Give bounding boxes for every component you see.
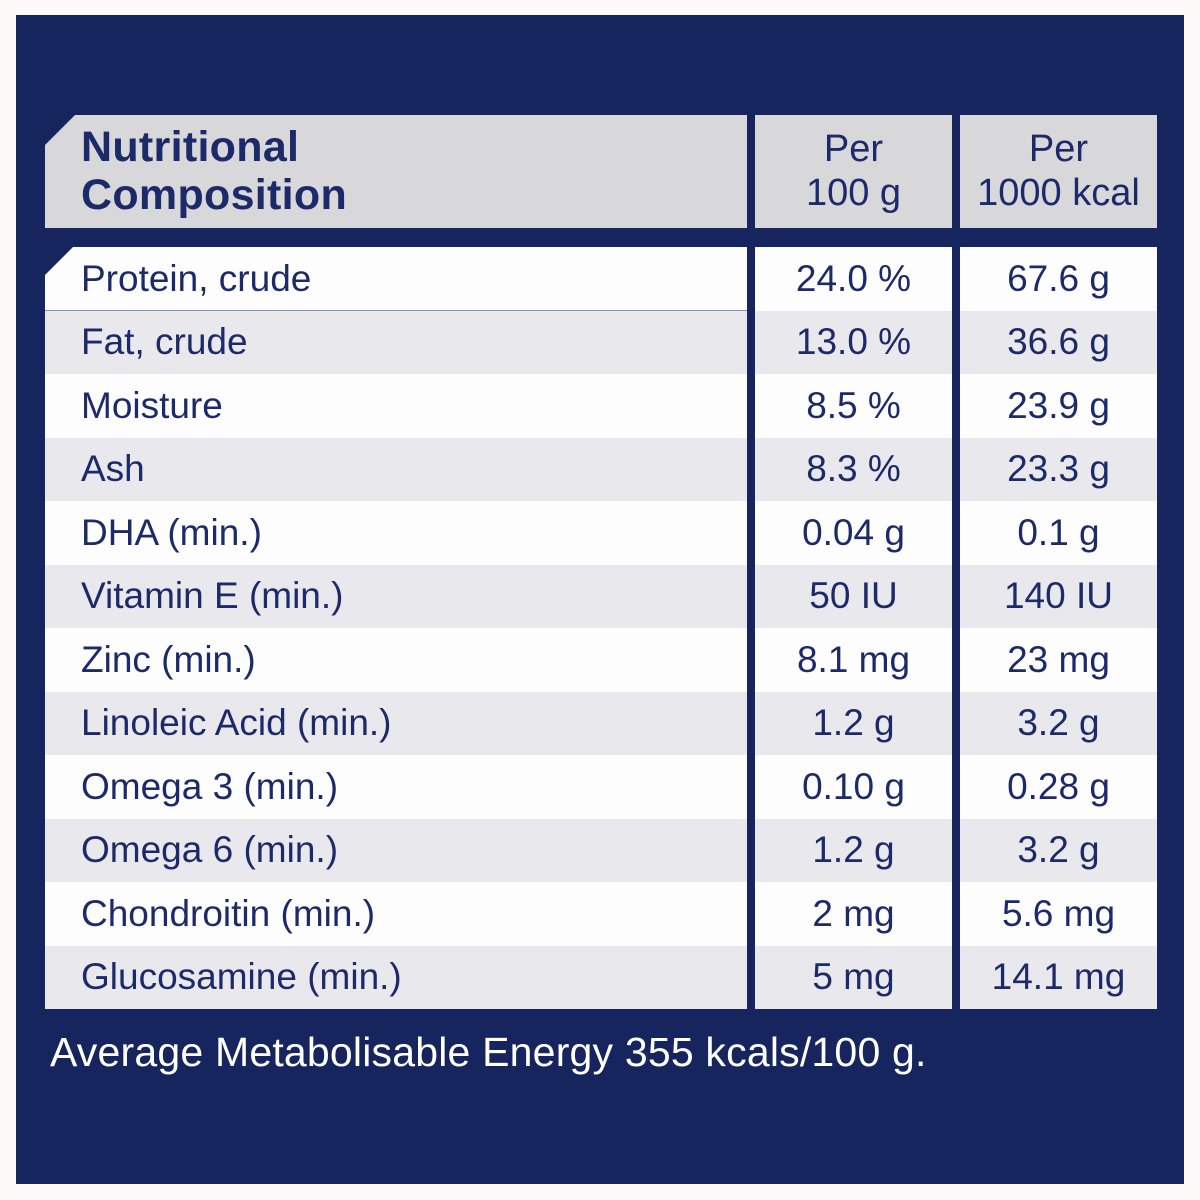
header-per-100g-line2: 100 g (805, 171, 902, 214)
column-gutter (952, 755, 960, 819)
header-per-1000kcal-line2: 1000 kcal (977, 171, 1140, 214)
table-row-vitamin-e: Vitamin E (min.) 50 IU 140 IU (45, 564, 1157, 629)
value-per-1000kcal: 23.9 g (960, 374, 1157, 438)
column-gutter (952, 501, 960, 565)
value-per-1000kcal: 36.6 g (960, 310, 1157, 374)
column-gutter (952, 438, 960, 502)
column-gutter (952, 311, 960, 375)
row-label: Fat, crude (45, 310, 747, 374)
row-label: Glucosamine (min.) (45, 945, 747, 1009)
column-gutter (747, 565, 755, 629)
column-gutter (747, 501, 755, 565)
column-gutter (952, 565, 960, 629)
value-per-1000kcal: 67.6 g (960, 247, 1157, 311)
column-gutter (952, 628, 960, 692)
value-per-100g: 24.0 % (755, 247, 952, 311)
header-title-line1: Nutritional (81, 123, 300, 172)
row-label: Vitamin E (min.) (45, 564, 747, 628)
value-per-1000kcal: 140 IU (960, 564, 1157, 628)
table-header-row: Nutritional Composition Per 100 g Per 10… (45, 115, 1157, 228)
table-body: Protein, crude 24.0 % 67.6 g Fat, crude … (45, 247, 1157, 1009)
value-per-100g: 50 IU (755, 564, 952, 628)
table-row-chondroitin: Chondroitin (min.) 2 mg 5.6 mg (45, 882, 1157, 946)
navy-panel: Nutritional Composition Per 100 g Per 10… (16, 15, 1184, 1184)
nutrition-table: Nutritional Composition Per 100 g Per 10… (45, 115, 1157, 1009)
column-gutter (747, 628, 755, 692)
value-per-100g: 13.0 % (755, 310, 952, 374)
column-gutter (952, 819, 960, 883)
value-per-1000kcal: 0.1 g (960, 501, 1157, 565)
value-per-100g: 0.10 g (755, 755, 952, 819)
value-per-1000kcal: 3.2 g (960, 691, 1157, 755)
column-gutter (952, 692, 960, 756)
row-label: Moisture (45, 374, 747, 438)
value-per-1000kcal: 23.3 g (960, 437, 1157, 501)
row-label: DHA (min.) (45, 501, 747, 565)
value-per-1000kcal: 14.1 mg (960, 945, 1157, 1009)
metabolisable-energy-statement: Average Metabolisable Energy 355 kcals/1… (50, 1029, 927, 1075)
column-gutter (747, 311, 755, 375)
value-per-1000kcal: 23 mg (960, 628, 1157, 692)
table-row-omega-6: Omega 6 (min.) 1.2 g 3.2 g (45, 818, 1157, 883)
table-row-zinc: Zinc (min.) 8.1 mg 23 mg (45, 628, 1157, 692)
column-gutter (747, 755, 755, 819)
table-row-linoleic-acid: Linoleic Acid (min.) 1.2 g 3.2 g (45, 691, 1157, 756)
column-gutter (747, 692, 755, 756)
row-label: Linoleic Acid (min.) (45, 691, 747, 755)
column-gutter (747, 819, 755, 883)
value-per-100g: 1.2 g (755, 691, 952, 755)
header-title-line2: Composition (81, 170, 348, 219)
value-per-1000kcal: 5.6 mg (960, 882, 1157, 946)
value-per-100g: 8.5 % (755, 374, 952, 438)
row-label: Omega 3 (min.) (45, 755, 747, 819)
value-per-100g: 5 mg (755, 945, 952, 1009)
table-row-ash: Ash 8.3 % 23.3 g (45, 437, 1157, 502)
row-label: Chondroitin (min.) (45, 882, 747, 946)
table-row-omega-3: Omega 3 (min.) 0.10 g 0.28 g (45, 755, 1157, 819)
column-gutter (747, 946, 755, 1010)
column-gutter (952, 115, 960, 228)
row-label: Ash (45, 437, 747, 501)
table-row-glucosamine: Glucosamine (min.) 5 mg 14.1 mg (45, 945, 1157, 1010)
table-row-moisture: Moisture 8.5 % 23.9 g (45, 374, 1157, 438)
value-per-1000kcal: 3.2 g (960, 818, 1157, 882)
row-label: Protein, crude (45, 247, 747, 311)
column-gutter (747, 247, 755, 311)
table-row-dha: DHA (min.) 0.04 g 0.1 g (45, 501, 1157, 565)
row-label: Omega 6 (min.) (45, 818, 747, 882)
column-gutter (747, 438, 755, 502)
table-row-protein: Protein, crude 24.0 % 67.6 g (45, 247, 1157, 311)
row-label: Zinc (min.) (45, 628, 747, 692)
value-per-1000kcal: 0.28 g (960, 755, 1157, 819)
value-per-100g: 2 mg (755, 882, 952, 946)
column-gutter (747, 115, 755, 228)
value-per-100g: 0.04 g (755, 501, 952, 565)
header-per-1000kcal-cell: Per 1000 kcal (960, 115, 1157, 228)
table-row-fat: Fat, crude 13.0 % 36.6 g (45, 310, 1157, 375)
header-per-1000kcal-line1: Per (1028, 127, 1089, 170)
value-per-100g: 1.2 g (755, 818, 952, 882)
column-gutter (952, 247, 960, 311)
column-gutter (952, 882, 960, 946)
value-per-100g: 8.3 % (755, 437, 952, 501)
column-gutter (747, 374, 755, 438)
column-gutter (952, 374, 960, 438)
column-gutter (952, 946, 960, 1010)
header-per-100g-cell: Per 100 g (755, 115, 952, 228)
value-per-100g: 8.1 mg (755, 628, 952, 692)
column-gutter (747, 882, 755, 946)
header-per-100g-line1: Per (823, 127, 884, 170)
header-title-cell: Nutritional Composition (45, 115, 747, 228)
